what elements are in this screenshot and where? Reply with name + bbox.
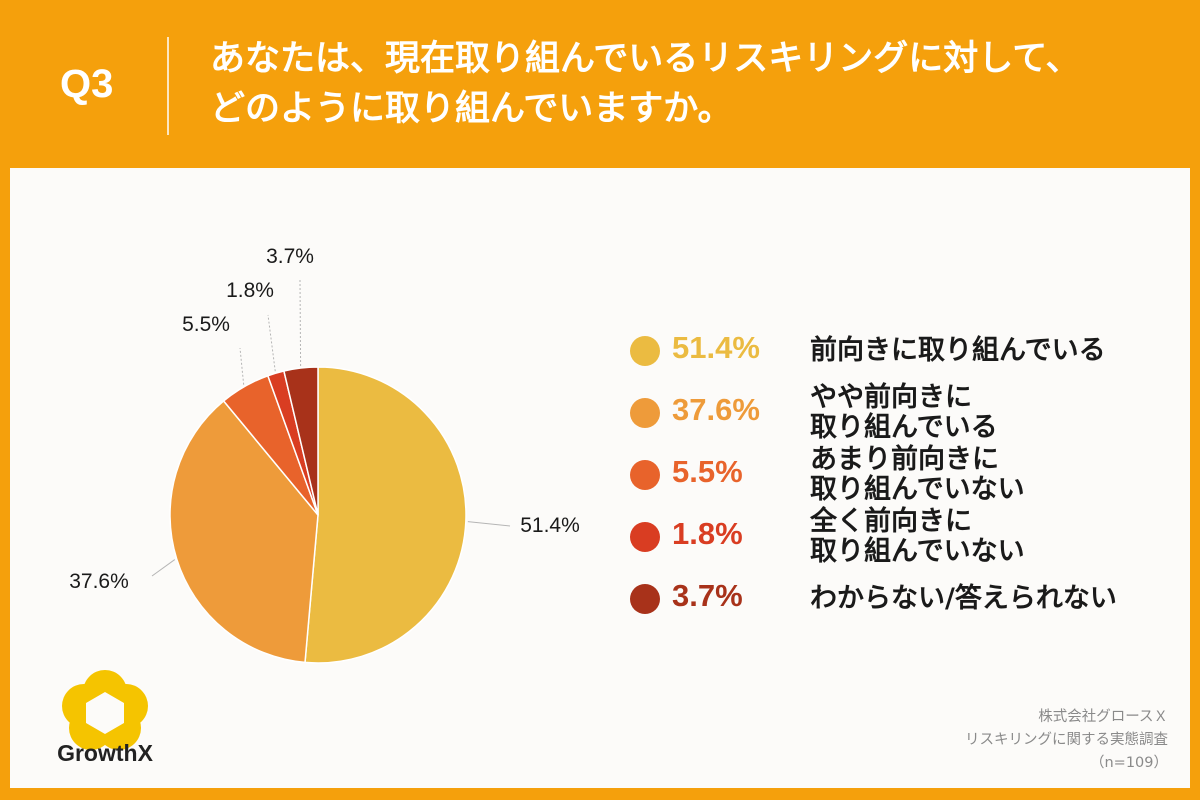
chart-legend: 51.4% 前向きに取り組んでいる 37.6% やや前向きに 取り組んでいる 5.5% あ… <box>630 322 1170 632</box>
source-sample-size: （n=109） <box>1089 755 1168 771</box>
source-survey: リスキリングに関する実態調査 <box>965 732 1168 748</box>
question-number: Q3 <box>60 62 114 106</box>
legend-item: 3.7% わからない/答えられない <box>630 570 1170 632</box>
legend-label: やや前向きに 取り組んでいる <box>810 382 998 443</box>
pie-slice <box>169 399 319 664</box>
growthx-flower-icon <box>62 670 148 750</box>
legend-label: 前向きに取り組んでいる <box>810 335 1106 366</box>
legend-item: 37.6% やや前向きに 取り組んでいる <box>630 382 1170 446</box>
pie-chart: 51.4% 37.6% 5.5% 1.8% 3.7% <box>69 245 580 664</box>
pie-leader-line <box>151 559 176 577</box>
legend-percentage: 51.4% <box>672 330 760 365</box>
source-company: 株式会社グロースＸ <box>1038 709 1168 725</box>
legend-percentage: 1.8% <box>672 516 743 551</box>
legend-percentage: 3.7% <box>672 578 743 613</box>
pie-leader-line <box>267 314 276 372</box>
logo-text: GrowthX <box>57 740 153 766</box>
question-title-line-1: あなたは、現在取り組んでいるリスキリングに対して、 <box>210 39 1081 79</box>
legend-swatch <box>630 584 660 614</box>
pie-data-label: 1.8% <box>226 279 274 302</box>
pie-data-label: 51.4% <box>520 514 580 537</box>
legend-swatch <box>630 336 660 366</box>
legend-label: 全く前向きに 取り組んでいない <box>810 506 1025 567</box>
legend-label: あまり前向きに 取り組んでいない <box>810 444 1025 505</box>
legend-swatch <box>630 398 660 428</box>
legend-swatch <box>630 460 660 490</box>
pie-leader-line <box>299 279 302 367</box>
pie-data-label: 37.6% <box>69 570 129 593</box>
header-divider <box>167 37 169 135</box>
question-title-line-2: どのように取り組んでいますか。 <box>210 89 733 129</box>
legend-percentage: 37.6% <box>672 392 760 427</box>
source-note: 株式会社グロースＸ リスキリングに関する実態調査 （n=109） <box>848 706 1168 775</box>
question-title: あなたは、現在取り組んでいるリスキリングに対して、 どのように取り組んでいますか… <box>210 34 1170 134</box>
pie-leader-line <box>239 347 245 385</box>
legend-item: 51.4% 前向きに取り組んでいる <box>630 322 1170 384</box>
legend-label: わからない/答えられない <box>810 583 1117 614</box>
pie-slice <box>304 366 467 664</box>
legend-percentage: 5.5% <box>672 454 743 489</box>
chart-panel: 51.4% 37.6% 5.5% 1.8% 3.7% 51.4% 前向きに取り組んでいる 3… <box>10 168 1190 788</box>
pie-leader-line <box>467 521 511 527</box>
legend-item: 5.5% あまり前向きに 取り組んでいない <box>630 444 1170 508</box>
pie-data-label: 5.5% <box>182 313 230 336</box>
legend-swatch <box>630 522 660 552</box>
legend-item: 1.8% 全く前向きに 取り組んでいない <box>630 506 1170 570</box>
pie-slice <box>282 366 319 516</box>
pie-data-label: 3.7% <box>266 245 314 268</box>
header: Q3 あなたは、現在取り組んでいるリスキリングに対して、 どのように取り組んでい… <box>0 0 1200 168</box>
